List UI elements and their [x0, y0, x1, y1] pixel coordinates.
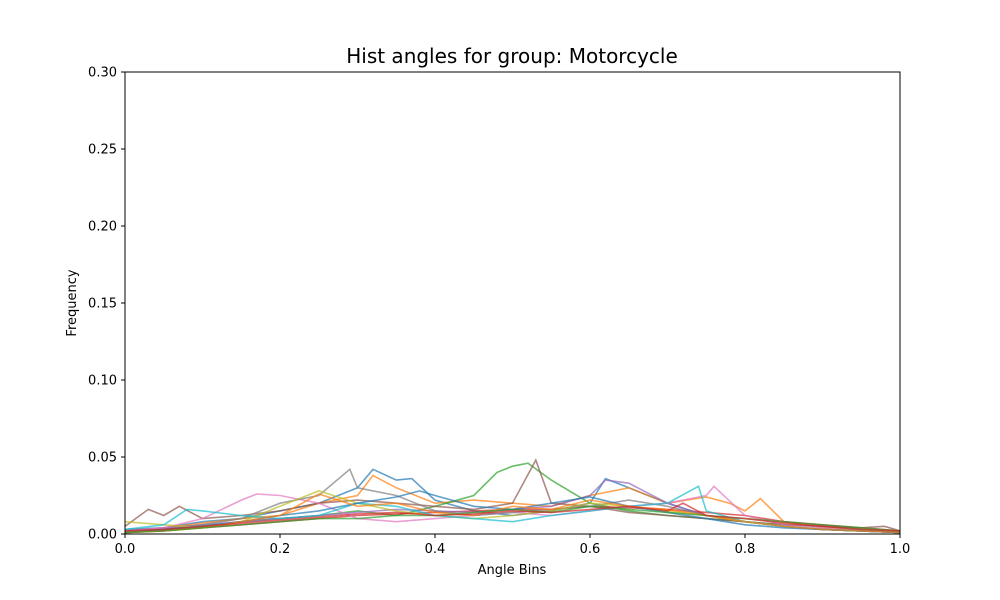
y-tick-label: 0.30: [88, 66, 117, 81]
series-line-14: [124, 502, 901, 532]
y-tick-label: 0.10: [88, 374, 117, 389]
x-tick-label: 0.8: [735, 542, 756, 557]
y-tick-label: 0.25: [88, 143, 117, 158]
series-line-12: [124, 493, 901, 534]
x-tick-label: 0.4: [425, 542, 446, 557]
series-line-13: [124, 505, 901, 534]
chart-title: Hist angles for group: Motorcycle: [346, 44, 678, 68]
y-tick-label: 0.20: [88, 220, 117, 235]
y-tick-label: 0.05: [88, 451, 117, 466]
y-tick-label: 0.00: [88, 528, 117, 543]
series-layer: [124, 458, 901, 534]
x-tick-label: 0.0: [115, 542, 136, 557]
x-axis: 0.0 0.2 0.4 0.6 0.8 1.0: [115, 534, 911, 557]
x-tick-label: 1.0: [890, 542, 911, 557]
x-tick-label: 0.2: [270, 542, 291, 557]
x-tick-label: 0.6: [580, 542, 601, 557]
y-axis-label: Frequency: [65, 269, 80, 336]
y-axis: 0.00 0.05 0.10 0.15 0.20 0.25 0.30: [88, 66, 125, 543]
y-tick-label: 0.15: [88, 297, 117, 312]
x-axis-label: Angle Bins: [478, 563, 547, 578]
